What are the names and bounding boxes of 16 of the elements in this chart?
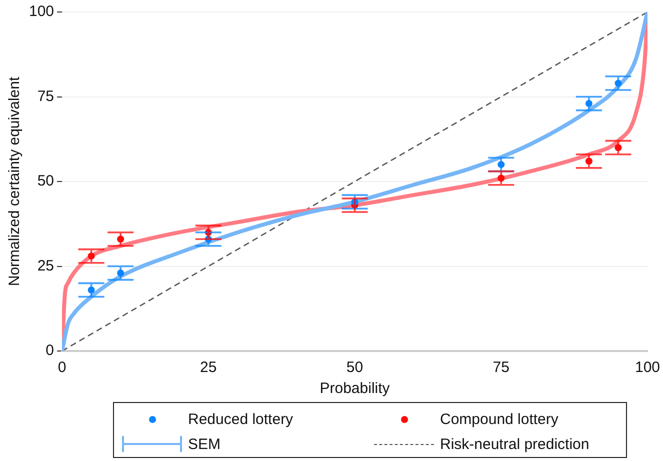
x-tick-label: 0 [58, 359, 66, 376]
text: SEM [188, 436, 221, 452]
y-tick-label: 75 [37, 88, 54, 105]
x-axis-title: Probability [320, 380, 390, 398]
x-tick-label: 75 [492, 359, 510, 376]
y-tick-label: 50 [37, 172, 54, 190]
y-tick-label: 0 [46, 342, 54, 360]
legend-label: Risk-neutral prediction [440, 436, 590, 452]
y-axis-title: Normalized certainty equivalent [6, 76, 24, 286]
y-tick-label: 100 [28, 3, 54, 20]
legend-label: Compound lottery [440, 410, 558, 428]
y-tick-label: 25 [37, 257, 54, 274]
x-tick-label: 50 [346, 359, 364, 376]
legend-label: Reduced lottery [188, 410, 294, 428]
x-tick-label: 25 [200, 359, 217, 376]
x-tick-label: 100 [634, 359, 660, 376]
